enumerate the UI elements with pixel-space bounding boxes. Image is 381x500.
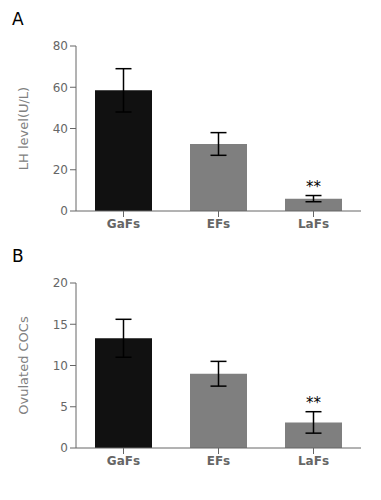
svg-text:20: 20 [53, 163, 68, 177]
svg-text:10: 10 [53, 359, 68, 373]
svg-text:LaFs: LaFs [298, 217, 329, 231]
svg-text:GaFs: GaFs [107, 454, 140, 468]
svg-text:LaFs: LaFs [298, 454, 329, 468]
svg-text:**: ** [306, 394, 322, 412]
svg-text:20: 20 [53, 276, 68, 290]
html-text:B: B [12, 246, 24, 266]
svg-text:40: 40 [53, 122, 68, 136]
svg-text:EFs: EFs [207, 217, 231, 231]
svg-text:60: 60 [53, 81, 68, 95]
svg-text:**: ** [306, 178, 322, 196]
svg-text:5: 5 [60, 400, 68, 414]
svg-text:0: 0 [60, 441, 68, 455]
svg-text:Ovulated COCs: Ovulated COCs [16, 316, 31, 415]
html-text:A: A [12, 9, 24, 29]
svg-text:EFs: EFs [207, 454, 231, 468]
svg-text:15: 15 [53, 318, 68, 332]
svg-text:80: 80 [53, 39, 68, 53]
svg-text:GaFs: GaFs [107, 217, 140, 231]
svg-text:0: 0 [60, 204, 68, 218]
svg-text:LH level(U/L): LH level(U/L) [16, 87, 31, 170]
